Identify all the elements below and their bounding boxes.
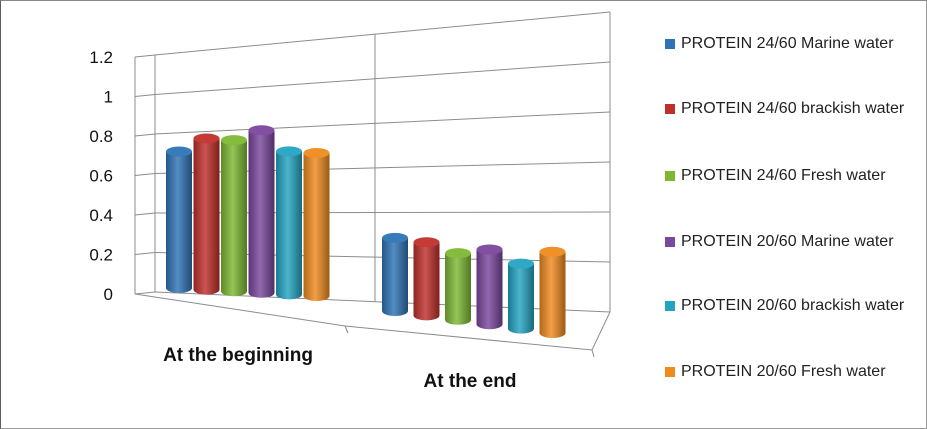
legend-swatch: [665, 237, 675, 247]
bar-body: [382, 237, 408, 316]
bar-top: [413, 237, 440, 248]
bar-beginning-2: [193, 133, 220, 295]
legend-swatch: [665, 104, 675, 114]
bar-top: [445, 248, 471, 259]
legend-label: PROTEIN 20/60 Fresh water: [681, 363, 886, 380]
bar-body: [166, 151, 192, 293]
gridline-side: [134, 133, 156, 137]
legend-label: PROTEIN 20/60 Marine water: [681, 233, 894, 250]
gridline-side: [134, 291, 156, 295]
legend-label: PROTEIN 20/60 brackish water: [681, 297, 905, 314]
category-label: At the end: [424, 371, 517, 392]
floor-tick: [344, 325, 349, 334]
y-tick-label: 0.2: [89, 246, 113, 265]
bar-beginning-3: [221, 135, 247, 297]
bar-beginning-1: [166, 146, 192, 293]
bar-body: [476, 249, 503, 330]
x-axis-categories: At the beginning At the end: [163, 345, 516, 392]
legend-swatch: [665, 301, 675, 311]
legend-swatch: [665, 39, 675, 49]
y-tick-label: 1.2: [89, 48, 113, 67]
gridline-side: [134, 94, 156, 97]
bar-end-1: [382, 232, 408, 316]
gridline-side: [134, 173, 156, 176]
gridline-side: [134, 212, 156, 216]
bar-beginning-6: [303, 148, 330, 301]
bar-body: [276, 151, 302, 300]
bar-top: [193, 133, 220, 144]
bar-top: [166, 146, 192, 157]
y-tick-label: 0: [104, 285, 113, 304]
floor-tick: [591, 349, 595, 358]
bar-beginning-5: [276, 146, 302, 300]
y-axis-ticks: 0 0.2 0.4 0.6 0.8 1 1.2: [89, 48, 113, 304]
gridline: [154, 111, 611, 135]
y-tick-label: 0.4: [89, 206, 113, 225]
legend-swatch: [665, 367, 675, 377]
bar-top: [221, 135, 247, 146]
bar-body: [445, 253, 471, 325]
y-tick-label: 1: [104, 88, 113, 107]
bar-top: [476, 244, 503, 255]
bar-top: [382, 232, 408, 243]
bar-beginning-4: [248, 125, 275, 298]
bar-body: [508, 263, 534, 334]
bar-top: [276, 146, 302, 157]
legend-label: PROTEIN 24/60 Marine water: [681, 35, 894, 52]
bar-body: [539, 251, 566, 338]
gridline-side: [134, 54, 156, 58]
gridline: [154, 11, 611, 56]
bar-body: [248, 130, 275, 298]
bar-top: [303, 148, 330, 158]
gridline: [154, 61, 611, 95]
bar-top: [248, 125, 275, 136]
bar-end-2: [413, 237, 440, 321]
legend-label: PROTEIN 24/60 Fresh water: [681, 167, 886, 184]
bar-top: [508, 258, 534, 269]
bar-body: [193, 138, 220, 295]
y-tick-label: 0.6: [89, 167, 113, 186]
bar-end-5: [508, 258, 534, 334]
y-tick-label: 0.8: [89, 127, 113, 146]
bar-body: [303, 153, 330, 301]
bar-end-6: [539, 246, 566, 338]
bars: [166, 125, 566, 338]
floor-front-edge: [134, 293, 611, 351]
bar-end-3: [445, 248, 471, 325]
bar-body: [413, 242, 440, 321]
bar-end-4: [476, 244, 503, 330]
legend-swatch: [665, 171, 675, 181]
category-label: At the beginning: [163, 345, 313, 366]
bar-body: [221, 140, 247, 297]
gridline-side: [134, 252, 156, 255]
bar-top: [539, 246, 566, 257]
chart-floor: [134, 293, 611, 358]
legend-label: PROTEIN 24/60 brackish water: [681, 100, 905, 117]
